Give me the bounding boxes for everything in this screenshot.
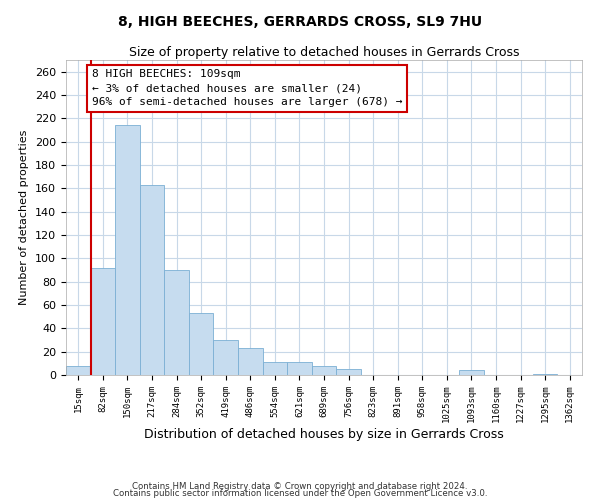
Text: 8 HIGH BEECHES: 109sqm
← 3% of detached houses are smaller (24)
96% of semi-deta: 8 HIGH BEECHES: 109sqm ← 3% of detached …	[92, 70, 403, 108]
Bar	[533, 374, 557, 375]
X-axis label: Distribution of detached houses by size in Gerrards Cross: Distribution of detached houses by size …	[144, 428, 504, 441]
Bar	[336, 369, 361, 375]
Title: Size of property relative to detached houses in Gerrards Cross: Size of property relative to detached ho…	[129, 46, 519, 59]
Bar	[66, 366, 91, 375]
Text: 8, HIGH BEECHES, GERRARDS CROSS, SL9 7HU: 8, HIGH BEECHES, GERRARDS CROSS, SL9 7HU	[118, 15, 482, 29]
Bar	[214, 340, 238, 375]
Bar	[287, 362, 312, 375]
Bar	[115, 126, 140, 375]
Bar	[238, 348, 263, 375]
Text: Contains HM Land Registry data © Crown copyright and database right 2024.: Contains HM Land Registry data © Crown c…	[132, 482, 468, 491]
Text: Contains public sector information licensed under the Open Government Licence v3: Contains public sector information licen…	[113, 490, 487, 498]
Bar	[189, 313, 214, 375]
Y-axis label: Number of detached properties: Number of detached properties	[19, 130, 29, 305]
Bar	[312, 366, 336, 375]
Bar	[164, 270, 189, 375]
Bar	[263, 362, 287, 375]
Bar	[459, 370, 484, 375]
Bar	[91, 268, 115, 375]
Bar	[140, 185, 164, 375]
